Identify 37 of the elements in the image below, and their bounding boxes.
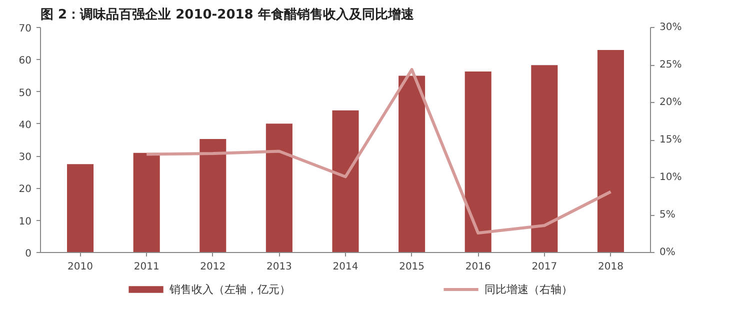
y2-tick-label: 10%	[660, 172, 682, 183]
y-tick-label: 50	[18, 88, 32, 99]
x-tick-label: 2017	[532, 262, 558, 272]
y-tick-label: 0	[25, 248, 32, 260]
y2-tick-label: 15%	[660, 134, 682, 146]
legend-label: 销售收入（左轴，亿元）	[168, 283, 291, 296]
bar	[67, 164, 94, 252]
y-tick-label: 40	[18, 120, 32, 131]
x-tick-label: 2018	[598, 262, 624, 272]
legend-label: 同比增速（右轴）	[484, 283, 573, 296]
y-tick-label: 70	[18, 24, 32, 34]
bar	[398, 76, 426, 252]
y-tick-label: 30	[18, 152, 32, 164]
y2-tick-label: 25%	[660, 60, 682, 70]
y2-tick-label: 20%	[660, 97, 682, 108]
y-tick-label: 10	[18, 216, 32, 228]
bar	[133, 152, 160, 252]
y2-tick-label: 5%	[660, 210, 676, 220]
chart-title: 图 2：调味品百强企业 2010-2018 年食醋销售收入及同比增速	[40, 6, 415, 22]
x-tick-label: 2010	[68, 262, 94, 272]
y-tick-label: 60	[18, 56, 32, 67]
y2-tick-label: 30%	[660, 22, 682, 33]
bar	[464, 72, 492, 252]
y-tick-label: 20	[18, 184, 32, 196]
bar	[332, 110, 359, 252]
x-tick-label: 2011	[134, 262, 160, 272]
y2-tick-label: 0%	[660, 247, 676, 258]
bar	[597, 50, 624, 252]
line-series	[145, 68, 612, 234]
x-tick-label: 2012	[200, 262, 226, 272]
bar	[266, 124, 292, 252]
bar	[531, 65, 558, 252]
x-tick-label: 2015	[399, 262, 425, 272]
x-tick-label: 2016	[465, 262, 491, 272]
x-tick-label: 2013	[266, 262, 292, 272]
bar	[200, 139, 226, 252]
x-tick-label: 2014	[332, 262, 358, 272]
